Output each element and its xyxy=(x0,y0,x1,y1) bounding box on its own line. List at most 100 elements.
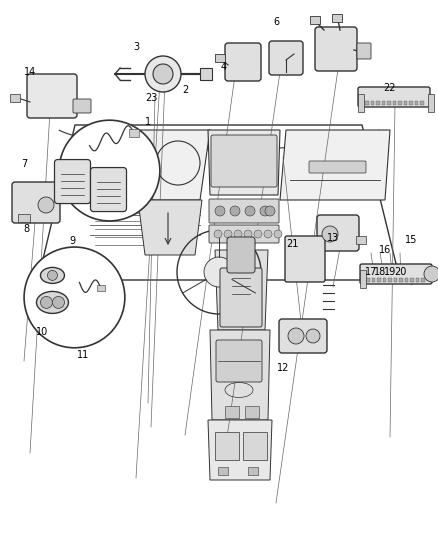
Bar xyxy=(356,236,366,244)
Bar xyxy=(377,278,381,282)
Text: 13: 13 xyxy=(327,233,339,243)
Text: 22: 22 xyxy=(384,83,396,93)
Text: 11: 11 xyxy=(77,350,89,360)
Text: 17: 17 xyxy=(365,267,377,277)
Circle shape xyxy=(234,230,242,238)
Polygon shape xyxy=(208,130,280,195)
Bar xyxy=(332,14,342,22)
FancyBboxPatch shape xyxy=(279,319,327,353)
FancyBboxPatch shape xyxy=(211,135,277,187)
Bar xyxy=(371,278,375,282)
Circle shape xyxy=(230,206,240,216)
Circle shape xyxy=(214,230,222,238)
Bar xyxy=(392,101,396,105)
Polygon shape xyxy=(208,420,272,480)
FancyBboxPatch shape xyxy=(285,236,325,282)
Circle shape xyxy=(224,230,232,238)
Bar xyxy=(403,101,407,105)
FancyBboxPatch shape xyxy=(220,268,262,327)
FancyBboxPatch shape xyxy=(225,43,261,81)
Circle shape xyxy=(215,206,225,216)
Text: 21: 21 xyxy=(286,239,298,249)
Circle shape xyxy=(260,206,270,216)
Circle shape xyxy=(244,230,252,238)
FancyBboxPatch shape xyxy=(269,41,303,75)
FancyBboxPatch shape xyxy=(12,182,60,223)
FancyBboxPatch shape xyxy=(91,167,127,212)
Circle shape xyxy=(245,206,255,216)
Text: 20: 20 xyxy=(394,267,406,277)
Polygon shape xyxy=(280,130,390,200)
Circle shape xyxy=(47,270,57,280)
Ellipse shape xyxy=(40,268,64,284)
FancyBboxPatch shape xyxy=(54,159,91,204)
Circle shape xyxy=(274,230,282,238)
Bar xyxy=(200,68,212,80)
Text: 10: 10 xyxy=(36,327,48,337)
FancyBboxPatch shape xyxy=(216,340,262,382)
Bar xyxy=(310,16,320,24)
Circle shape xyxy=(153,64,173,84)
Circle shape xyxy=(24,247,125,348)
Circle shape xyxy=(38,197,54,213)
Text: 1: 1 xyxy=(145,117,151,127)
FancyBboxPatch shape xyxy=(357,43,371,59)
Text: 12: 12 xyxy=(277,363,289,373)
Text: 3: 3 xyxy=(133,42,139,52)
Text: 6: 6 xyxy=(273,17,279,27)
Bar xyxy=(18,214,30,222)
Polygon shape xyxy=(85,130,210,200)
Circle shape xyxy=(145,56,181,92)
Bar xyxy=(416,278,419,282)
Circle shape xyxy=(204,257,234,287)
Ellipse shape xyxy=(36,292,68,313)
Bar xyxy=(215,432,239,460)
Polygon shape xyxy=(215,250,268,330)
Bar xyxy=(130,130,139,138)
Bar xyxy=(421,278,424,282)
Text: 2: 2 xyxy=(182,85,188,95)
FancyBboxPatch shape xyxy=(309,161,366,173)
Bar xyxy=(248,467,258,475)
Circle shape xyxy=(306,329,320,343)
Circle shape xyxy=(254,230,262,238)
Text: 19: 19 xyxy=(384,267,396,277)
Bar xyxy=(10,94,20,102)
Text: 4: 4 xyxy=(221,62,227,72)
Text: 7: 7 xyxy=(21,159,27,169)
Circle shape xyxy=(40,296,53,309)
Bar xyxy=(360,270,366,288)
Bar xyxy=(382,278,386,282)
Bar xyxy=(381,101,385,105)
Text: 14: 14 xyxy=(24,67,36,77)
Bar xyxy=(218,467,228,475)
Bar xyxy=(245,406,259,418)
Bar xyxy=(414,101,418,105)
Bar xyxy=(371,101,374,105)
Bar xyxy=(405,278,408,282)
Text: 18: 18 xyxy=(374,267,386,277)
Bar xyxy=(366,278,370,282)
Text: 9: 9 xyxy=(69,236,75,246)
Circle shape xyxy=(59,120,160,221)
Bar xyxy=(398,101,402,105)
Bar xyxy=(97,285,105,291)
FancyBboxPatch shape xyxy=(315,27,357,71)
Bar xyxy=(376,101,379,105)
Bar xyxy=(387,101,391,105)
Bar xyxy=(365,101,368,105)
Bar xyxy=(393,278,397,282)
FancyBboxPatch shape xyxy=(73,99,91,113)
Bar xyxy=(428,94,434,112)
FancyBboxPatch shape xyxy=(209,225,279,243)
FancyBboxPatch shape xyxy=(209,199,279,223)
Bar xyxy=(399,278,403,282)
Bar xyxy=(215,54,225,62)
Circle shape xyxy=(424,266,438,282)
FancyBboxPatch shape xyxy=(360,264,432,284)
FancyBboxPatch shape xyxy=(27,74,77,118)
Circle shape xyxy=(53,296,64,309)
Circle shape xyxy=(264,230,272,238)
Text: 23: 23 xyxy=(145,93,157,103)
Polygon shape xyxy=(210,330,270,420)
